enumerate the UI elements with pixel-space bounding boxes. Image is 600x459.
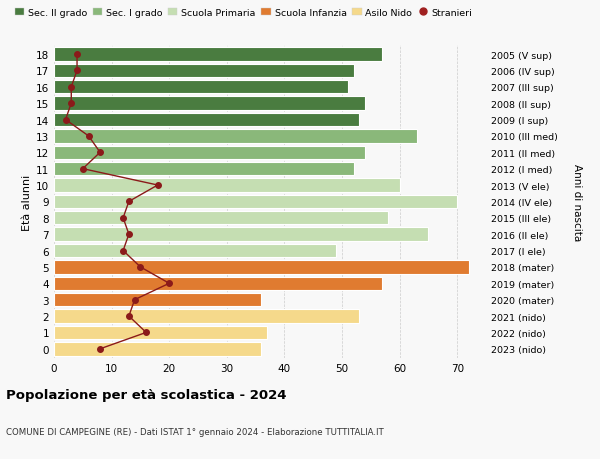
Bar — [54, 146, 365, 160]
Bar — [54, 212, 388, 225]
Y-axis label: Età alunni: Età alunni — [22, 174, 32, 230]
Bar — [54, 130, 417, 143]
Bar — [54, 228, 428, 241]
Legend: Sec. II grado, Sec. I grado, Scuola Primaria, Scuola Infanzia, Asilo Nido, Stran: Sec. II grado, Sec. I grado, Scuola Prim… — [11, 5, 476, 22]
Bar — [54, 261, 469, 274]
Bar — [54, 81, 348, 94]
Bar — [54, 162, 353, 176]
Y-axis label: Anni di nascita: Anni di nascita — [572, 163, 581, 241]
Bar — [54, 65, 353, 78]
Bar — [54, 195, 457, 209]
Bar — [54, 179, 400, 192]
Bar — [54, 48, 382, 62]
Bar — [54, 244, 336, 257]
Bar — [54, 97, 365, 111]
Bar — [54, 293, 262, 307]
Text: Popolazione per età scolastica - 2024: Popolazione per età scolastica - 2024 — [6, 388, 287, 401]
Bar — [54, 277, 382, 291]
Bar — [54, 113, 359, 127]
Text: COMUNE DI CAMPEGINE (RE) - Dati ISTAT 1° gennaio 2024 - Elaborazione TUTTITALIA.: COMUNE DI CAMPEGINE (RE) - Dati ISTAT 1°… — [6, 427, 384, 436]
Bar — [54, 310, 359, 323]
Bar — [54, 342, 262, 356]
Bar — [54, 326, 267, 339]
